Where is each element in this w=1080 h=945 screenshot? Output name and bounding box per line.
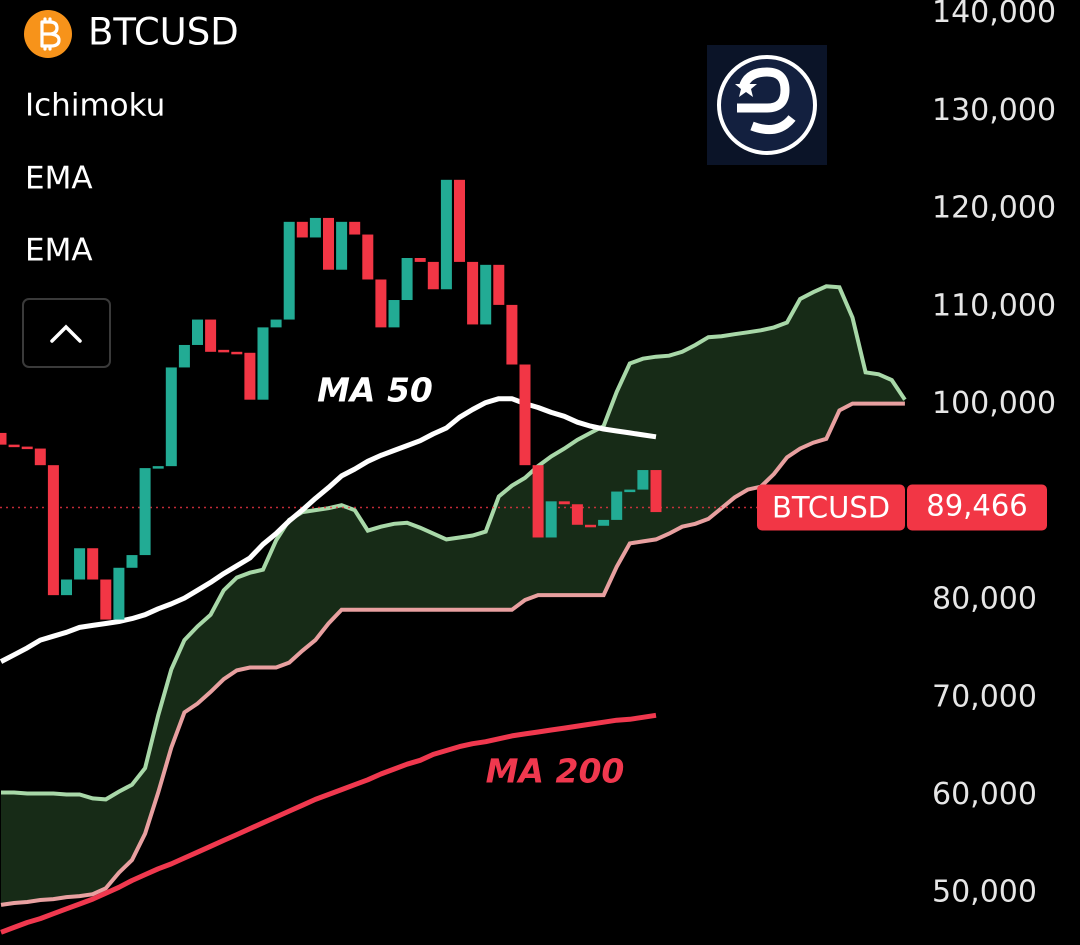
y-tick-label: 120,000: [932, 191, 1056, 226]
candle-body: [336, 221, 348, 270]
y-tick-label: 110,000: [932, 288, 1056, 323]
candle-body: [323, 217, 334, 270]
y-tick-label: 130,000: [932, 93, 1056, 128]
candle-body: [100, 579, 112, 620]
indicator-label[interactable]: EMA: [25, 161, 93, 197]
candle-body: [87, 548, 99, 580]
candle-body: [0, 432, 7, 445]
symbol-icon: [24, 10, 72, 58]
candle-body: [74, 548, 86, 580]
candle-body: [270, 319, 282, 328]
candle-body: [571, 504, 583, 525]
candle-body: [585, 524, 596, 528]
candle-body: [375, 279, 387, 328]
y-tick-label: 80,000: [932, 582, 1037, 617]
candle-body: [34, 448, 46, 466]
candle-body: [480, 264, 492, 325]
collapse-button[interactable]: [22, 298, 111, 368]
indicator-label[interactable]: EMA: [25, 233, 93, 269]
candle-body: [152, 466, 164, 469]
candle-body: [61, 579, 72, 596]
y-tick-label: 100,000: [932, 386, 1056, 421]
candle-body: [47, 465, 59, 596]
ma-label: MA 50: [317, 371, 433, 410]
y-tick-label: 70,000: [932, 679, 1037, 714]
candle-body: [427, 261, 439, 290]
last-price-symbol: BTCUSD: [772, 491, 890, 525]
indicator-label[interactable]: Ichimoku: [25, 88, 165, 124]
candle-body: [637, 470, 649, 490]
candle-body: [650, 470, 662, 513]
candle-body: [126, 555, 138, 568]
candle-body: [257, 327, 269, 400]
candle-body: [165, 367, 177, 467]
candle-body: [362, 234, 374, 280]
candle-body: [178, 344, 190, 368]
candle-body: [414, 257, 426, 262]
candle-body: [532, 465, 544, 538]
candle-body: [21, 446, 33, 450]
candle-body: [113, 567, 125, 620]
last-price-tag: [907, 484, 1047, 531]
candle-body: [401, 257, 413, 301]
cloud-upper-line: [1, 284, 907, 802]
candle-body: [545, 501, 557, 538]
plot-area: [0, 179, 907, 935]
candle-body: [192, 319, 203, 345]
candle-body: [296, 221, 308, 238]
candle-body: [388, 300, 400, 328]
ma-label: MA 200: [486, 752, 625, 791]
candle-body: [205, 319, 217, 352]
candle-body: [244, 352, 256, 400]
candle-body: [139, 468, 151, 556]
candle-body: [454, 179, 465, 262]
cloud-fill: [1, 286, 905, 905]
candle-body: [493, 264, 505, 305]
y-tick-label: 140,000: [932, 0, 1056, 30]
candle-body: [440, 179, 452, 290]
ma-line: [0, 712, 657, 935]
y-tick-label: 50,000: [932, 875, 1037, 910]
last-price-value: 89,466: [926, 489, 1027, 523]
y-tick-label: 60,000: [932, 777, 1037, 812]
candle-body: [231, 351, 243, 355]
logo: [707, 45, 827, 165]
candle-body: [467, 261, 479, 325]
candle-body: [558, 501, 570, 505]
candle-body: [8, 444, 20, 448]
ma-line: [0, 396, 657, 664]
candle-body: [624, 489, 636, 493]
cloud-lower-line: [0, 401, 905, 907]
candle-body: [309, 217, 321, 238]
candle-body: [349, 221, 361, 235]
candle-body: [598, 519, 610, 526]
candle-body: [218, 349, 230, 353]
candle-body: [519, 364, 531, 466]
symbol: BTCUSD: [88, 11, 239, 54]
candle-body: [506, 304, 518, 365]
candle-body: [611, 491, 623, 520]
candle-body: [283, 221, 295, 320]
last-price-tag: [757, 484, 905, 531]
